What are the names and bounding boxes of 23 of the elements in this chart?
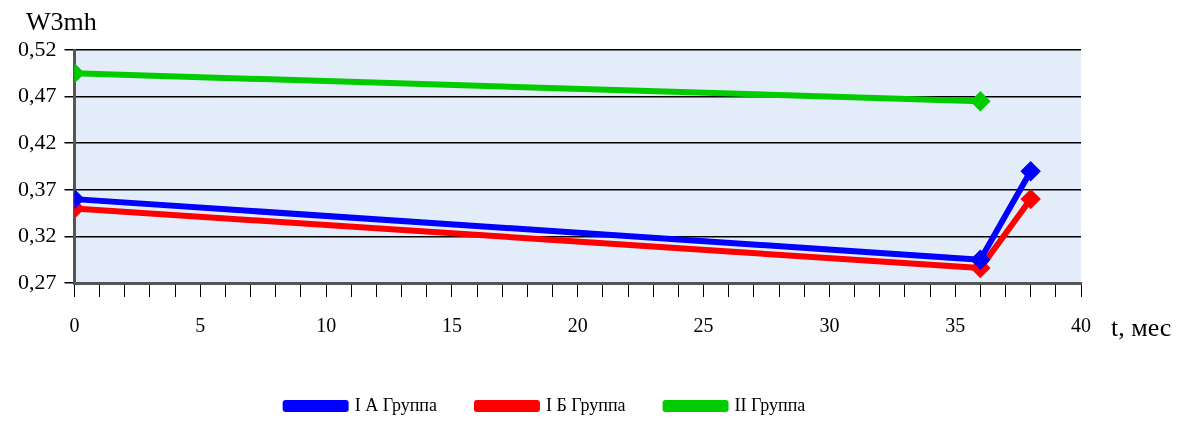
x-tick-label: 5 [195, 314, 206, 337]
point [1021, 162, 1040, 181]
x-tick-label: 30 [819, 314, 840, 337]
point [1021, 190, 1040, 209]
x-tick-label: 20 [567, 314, 588, 337]
y-tick-label: 0,27 [18, 268, 57, 294]
x-tick-label: 35 [945, 314, 966, 337]
y-tick-label: 0,42 [18, 128, 57, 154]
point [971, 250, 990, 269]
y-tick-label: 0,32 [18, 222, 57, 248]
legend-label: II Группа [734, 394, 806, 415]
x-tick-label: 10 [316, 314, 337, 337]
legend-label: I Б Группа [545, 394, 626, 415]
y-tick-label: 0,37 [18, 175, 57, 201]
x-tick-label: 25 [693, 314, 714, 337]
y-tick-label: 0,47 [18, 82, 57, 108]
y-tick-label: 0,52 [18, 35, 57, 61]
x-tick-label: 15 [441, 314, 462, 337]
x-tick-label: 40 [1071, 314, 1091, 337]
y-axis-title: W3mh [26, 7, 97, 36]
x-tick-label: 0 [69, 314, 80, 337]
legend-label: I А Группа [354, 394, 437, 415]
x-axis-title: t, мес [1111, 313, 1172, 342]
